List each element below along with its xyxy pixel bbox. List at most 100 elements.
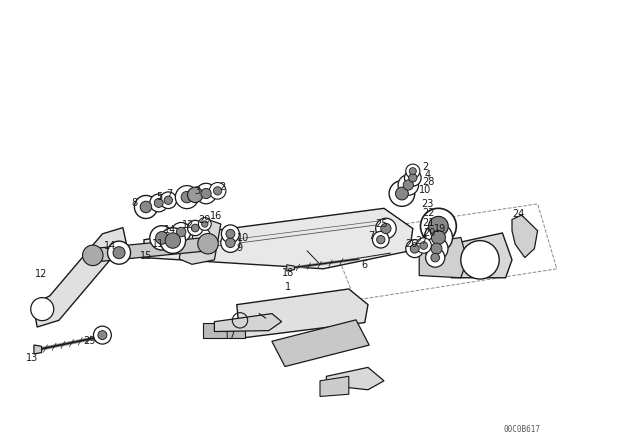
Circle shape [425, 237, 448, 260]
Circle shape [150, 226, 174, 250]
Circle shape [410, 244, 419, 253]
Circle shape [113, 247, 125, 258]
Text: 5: 5 [156, 192, 163, 202]
Circle shape [403, 180, 413, 190]
Circle shape [164, 196, 173, 204]
Text: 12: 12 [182, 220, 195, 230]
Polygon shape [179, 220, 221, 264]
Circle shape [202, 221, 208, 227]
Text: 2: 2 [219, 182, 225, 192]
Text: 9: 9 [237, 243, 243, 253]
Text: 12: 12 [35, 269, 47, 279]
Circle shape [98, 331, 107, 340]
Circle shape [134, 195, 157, 219]
Circle shape [214, 187, 222, 195]
Circle shape [398, 175, 419, 195]
Circle shape [396, 187, 408, 200]
Circle shape [431, 230, 445, 245]
Circle shape [209, 182, 226, 199]
Circle shape [150, 194, 168, 212]
Polygon shape [320, 376, 349, 396]
Polygon shape [287, 265, 294, 271]
Polygon shape [419, 237, 467, 278]
Circle shape [172, 223, 191, 241]
Text: 15: 15 [140, 251, 152, 261]
Text: 11: 11 [152, 239, 164, 249]
Polygon shape [144, 208, 413, 269]
Circle shape [461, 241, 499, 279]
Circle shape [376, 218, 396, 239]
Circle shape [198, 218, 211, 230]
Circle shape [196, 183, 216, 204]
Text: 14: 14 [164, 225, 176, 235]
Text: 1: 1 [285, 282, 291, 292]
Circle shape [226, 229, 235, 238]
Polygon shape [326, 367, 384, 390]
Text: 26: 26 [405, 239, 417, 249]
Circle shape [389, 181, 415, 207]
Circle shape [225, 238, 236, 248]
Circle shape [406, 164, 420, 178]
Text: 6: 6 [362, 260, 368, 270]
Circle shape [406, 240, 424, 258]
Circle shape [108, 241, 131, 264]
Circle shape [160, 192, 177, 209]
Circle shape [426, 248, 445, 267]
Text: 10: 10 [419, 185, 431, 195]
Circle shape [410, 168, 417, 175]
Circle shape [372, 231, 389, 248]
Text: 29: 29 [198, 215, 211, 225]
Circle shape [409, 174, 417, 182]
Text: 24: 24 [512, 209, 524, 219]
Circle shape [175, 185, 198, 209]
Circle shape [83, 245, 103, 266]
Circle shape [221, 225, 239, 243]
Polygon shape [272, 320, 369, 366]
Circle shape [154, 198, 163, 207]
Circle shape [191, 224, 199, 232]
Circle shape [404, 169, 421, 186]
Text: 10: 10 [237, 233, 249, 243]
Circle shape [420, 241, 428, 250]
Polygon shape [33, 228, 128, 327]
Circle shape [198, 233, 218, 254]
Text: 20: 20 [424, 228, 436, 238]
Text: 8: 8 [132, 198, 138, 208]
Polygon shape [512, 215, 538, 258]
Text: 25: 25 [375, 219, 388, 229]
Text: 13: 13 [26, 353, 38, 363]
Text: 3: 3 [195, 186, 201, 196]
Circle shape [193, 228, 211, 246]
Circle shape [176, 227, 186, 237]
Polygon shape [214, 314, 282, 332]
Text: 28: 28 [422, 177, 435, 187]
Text: 23: 23 [421, 199, 433, 209]
Polygon shape [204, 323, 244, 338]
Text: 19: 19 [434, 224, 446, 234]
Polygon shape [237, 289, 368, 338]
Circle shape [416, 238, 431, 253]
Circle shape [165, 233, 180, 248]
Circle shape [156, 232, 168, 244]
Text: 16: 16 [210, 211, 222, 221]
Text: 22: 22 [422, 208, 435, 218]
Text: 00C0B617: 00C0B617 [504, 425, 541, 434]
Circle shape [160, 228, 186, 254]
Circle shape [420, 208, 456, 244]
Circle shape [431, 253, 440, 262]
Circle shape [221, 233, 240, 252]
Circle shape [93, 326, 111, 344]
Circle shape [431, 243, 442, 254]
Circle shape [381, 224, 391, 233]
Circle shape [181, 191, 193, 203]
Text: 4: 4 [424, 170, 431, 180]
Text: 14: 14 [104, 241, 116, 250]
Text: 27: 27 [415, 236, 428, 246]
Circle shape [424, 224, 452, 251]
Circle shape [140, 201, 152, 213]
Circle shape [429, 216, 448, 236]
Circle shape [31, 297, 54, 321]
Polygon shape [34, 345, 42, 354]
Circle shape [376, 236, 385, 244]
Text: 29: 29 [83, 336, 95, 346]
